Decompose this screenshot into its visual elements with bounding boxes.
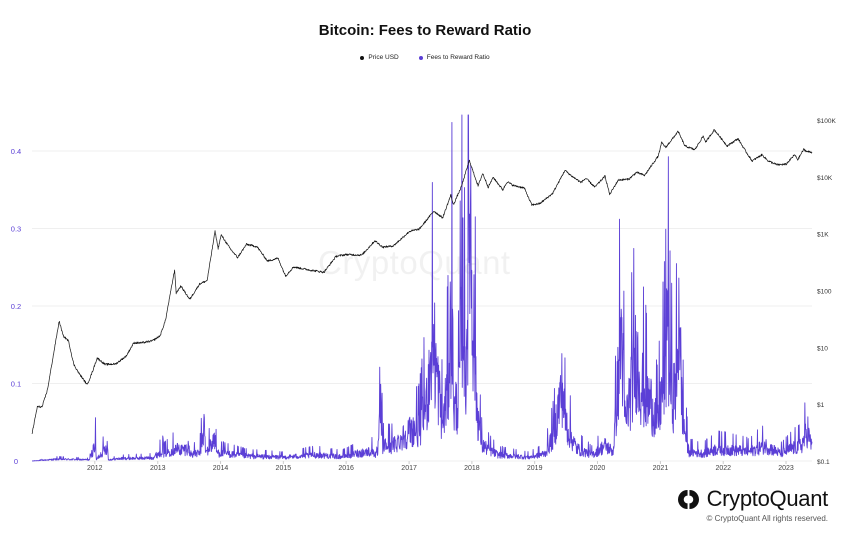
series-lines bbox=[31, 114, 813, 462]
x-tick-label: 2012 bbox=[87, 465, 103, 472]
right-tick-label: $1K bbox=[817, 232, 829, 239]
legend-item-price[interactable]: Price USD bbox=[360, 54, 399, 61]
brand-name: CryptoQuant bbox=[706, 486, 829, 511]
x-tick-label: 2023 bbox=[778, 465, 794, 472]
x-tick-label: 2018 bbox=[464, 465, 480, 472]
x-axis-ticks: 2012 2013 2014 2015 2016 2017 2018 2019 2020 2021… bbox=[87, 461, 794, 472]
right-axis-ticks: $0.1 $1 $10 $100 $1K $10K $100K bbox=[817, 118, 836, 466]
x-tick-label: 2014 bbox=[213, 465, 229, 472]
x-tick-label: 2022 bbox=[715, 465, 731, 472]
left-tick-label: 0.3 bbox=[11, 225, 21, 234]
left-tick-label: 0.4 bbox=[11, 147, 21, 156]
brand-logo: CryptoQuant bbox=[677, 486, 828, 512]
gridlines bbox=[32, 150, 812, 462]
right-tick-label: $10 bbox=[817, 345, 828, 352]
copyright-text: © CryptoQuant All rights reserved. bbox=[706, 514, 829, 523]
x-tick-label: 2015 bbox=[276, 465, 292, 472]
x-tick-label: 2016 bbox=[338, 465, 354, 472]
right-tick-label: $0.1 bbox=[817, 459, 830, 466]
right-tick-label: $100 bbox=[817, 289, 832, 296]
legend-label-price: Price USD bbox=[368, 54, 399, 61]
chart-title: Bitcoin: Fees to Reward Ratio bbox=[318, 22, 532, 39]
left-tick-label: 0.1 bbox=[11, 380, 21, 389]
x-tick-label: 2020 bbox=[590, 465, 606, 472]
series-line-price bbox=[31, 129, 813, 434]
left-tick-label: 0 bbox=[14, 457, 18, 466]
right-tick-label: $1 bbox=[817, 402, 825, 409]
left-tick-label: 0.2 bbox=[11, 302, 21, 311]
x-tick-label: 2021 bbox=[653, 465, 669, 472]
legend-label-fees: Fees to Reward Ratio bbox=[426, 54, 490, 61]
x-tick-label: 2013 bbox=[150, 465, 166, 472]
right-tick-label: $10K bbox=[817, 175, 833, 182]
series-line-fees bbox=[31, 114, 813, 462]
cryptoquant-logo-icon bbox=[677, 489, 699, 509]
left-axis-ticks: 0 0.1 0.2 0.3 0.4 bbox=[11, 147, 21, 466]
legend-marker-price bbox=[360, 55, 365, 60]
right-tick-label: $100K bbox=[817, 118, 836, 125]
x-tick-label: 2019 bbox=[527, 465, 543, 472]
legend-item-fees[interactable]: Fees to Reward Ratio bbox=[418, 54, 490, 61]
watermark: CryptoQuant bbox=[318, 244, 511, 281]
chart-legend: Price USD Fees to Reward Ratio bbox=[0, 54, 850, 61]
legend-marker-fees bbox=[418, 55, 423, 60]
x-tick-label: 2017 bbox=[401, 465, 417, 472]
